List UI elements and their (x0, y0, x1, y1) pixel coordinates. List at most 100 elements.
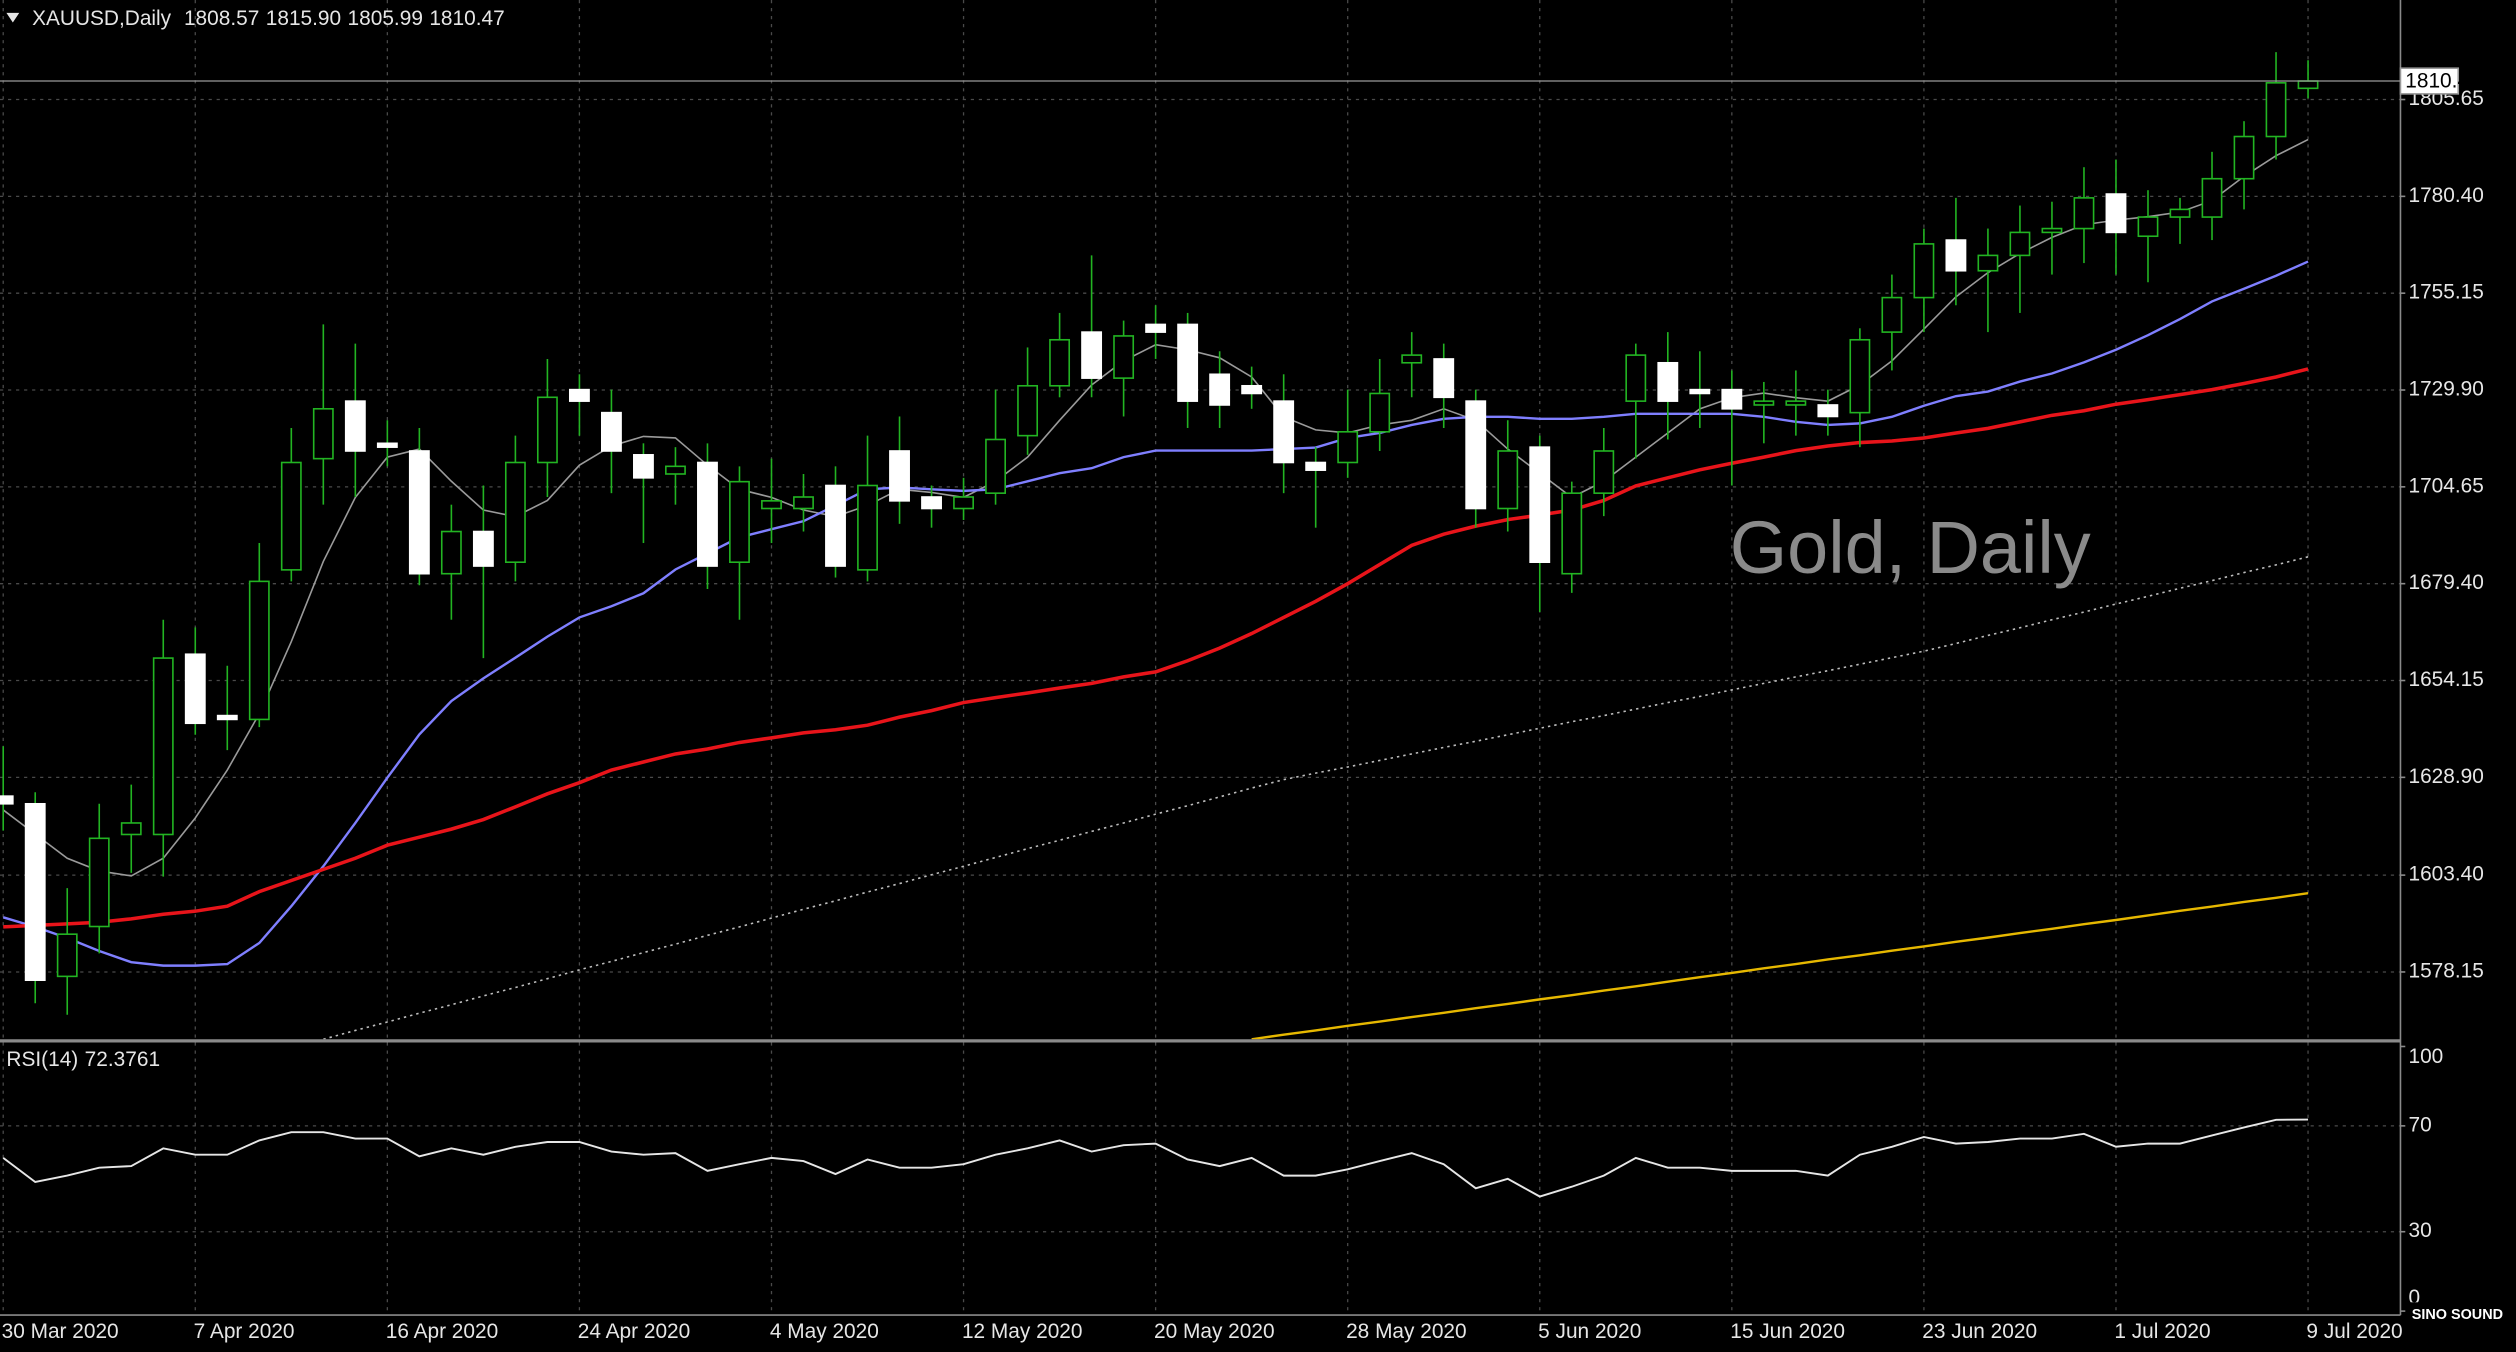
header-arrow (6, 12, 20, 23)
symbol-title: XAUUSD,Daily (32, 7, 172, 30)
candle-body (633, 454, 654, 479)
candle-body (1177, 323, 1199, 402)
candle-body (408, 450, 430, 575)
last-price-label: 1810.47 (2405, 69, 2480, 92)
moving-average (1251, 891, 2309, 1040)
candle-body (1401, 354, 1423, 364)
candle-body (2041, 227, 2063, 234)
candle-body (1049, 338, 1071, 387)
candle-body (216, 714, 238, 721)
candle-body (2137, 216, 2159, 238)
last-price-box (2399, 67, 2460, 95)
candle-body (921, 496, 942, 510)
close-value: 1810.47 (429, 7, 504, 30)
x-tick-label: 15 Jun 2020 (1730, 1320, 1845, 1343)
candle-body (1209, 373, 1231, 406)
y-tick-label: 100 (2408, 1045, 2443, 1068)
y-tick-label: 1780.40 (2408, 184, 2483, 207)
x-tick-label: 20 May 2020 (1154, 1320, 1275, 1343)
candle-body (24, 802, 46, 982)
moving-average (2, 260, 2309, 967)
grid (0, 0, 2401, 1316)
candle-body (1017, 384, 1039, 437)
candle-body (120, 822, 142, 836)
axis-labels: 1805.651780.401755.151729.901704.651679.… (2, 67, 2484, 1343)
x-tick-label: 24 Apr 2020 (578, 1320, 690, 1343)
candle-body (280, 461, 302, 571)
candle-body (504, 461, 526, 563)
logo: SINO SOUND (2412, 1307, 2503, 1323)
candle-body (1817, 404, 1839, 418)
candle-body (825, 484, 846, 567)
header: XAUUSD,Daily 1808.57 1815.90 1805.99 1810.47 (32, 7, 505, 30)
candle-body (1497, 450, 1519, 510)
rsi-value: 72.3761 (85, 1048, 160, 1071)
candle-body (1561, 492, 1583, 575)
candle-body (1529, 446, 1551, 563)
x-tick-label: 9 Jul 2020 (2306, 1320, 2402, 1343)
candle-body (1081, 331, 1103, 379)
moving-average (323, 556, 2309, 1040)
rsi-line (2, 1118, 2309, 1198)
high-value: 1815.90 (266, 7, 341, 30)
candle-body (665, 465, 686, 475)
candle-body (2265, 82, 2287, 138)
price-panel (0, 52, 2401, 1040)
candle-body (344, 400, 366, 452)
candle-body (1753, 400, 1775, 406)
candle-body (793, 496, 814, 510)
candle-body (1977, 254, 1999, 272)
y-tick-label: 1679.40 (2408, 571, 2483, 594)
y-tick-label: 1628.90 (2408, 765, 2483, 788)
y-tick-label: 1704.65 (2408, 474, 2483, 497)
candle-body (2105, 193, 2127, 234)
candle-body (600, 411, 622, 452)
y-tick-label: 0 (2408, 1286, 2420, 1309)
x-tick-label: 12 May 2020 (962, 1320, 1083, 1343)
candle-body (1273, 400, 1295, 464)
candle-body (1305, 461, 1327, 471)
candle-body (1145, 323, 1167, 333)
candle-body (2297, 80, 2319, 90)
candle-body (1689, 388, 1711, 395)
candle-body (1881, 296, 1903, 333)
candle-body (2169, 208, 2191, 218)
candle-body (761, 500, 782, 510)
candle-body (568, 388, 590, 402)
logo-bg (2406, 1302, 2513, 1351)
candle-body (1465, 400, 1487, 510)
candle-body (248, 580, 270, 721)
y-tick-label: 1578.15 (2408, 959, 2483, 982)
rsi-panel (2, 1118, 2309, 1198)
candle-body (2201, 177, 2223, 218)
rsi-title: RSI(14) (6, 1048, 78, 1071)
y-tick-label: 1755.15 (2408, 281, 2483, 304)
candle-body (857, 484, 878, 571)
candle-body (1369, 392, 1391, 433)
y-tick-label: 1654.15 (2408, 668, 2483, 691)
x-tick-label: 4 May 2020 (770, 1320, 879, 1343)
rsi-header: RSI(14) 72.3761 (6, 1048, 160, 1071)
candle-body (88, 837, 110, 928)
y-tick-label: 70 (2408, 1113, 2431, 1136)
x-tick-label: 28 May 2020 (1346, 1320, 1467, 1343)
candle-body (697, 461, 718, 567)
y-tick-label: 30 (2408, 1219, 2431, 1242)
candle-body (1433, 358, 1455, 399)
candle-body (56, 933, 78, 978)
candle-body (312, 407, 334, 460)
watermark: Gold, Daily (1730, 506, 2091, 589)
candle-body (1721, 388, 1743, 410)
candle-body (0, 795, 14, 805)
candle-body (953, 496, 974, 510)
x-tick-label: 5 Jun 2020 (1538, 1320, 1641, 1343)
candle-body (2233, 135, 2255, 180)
candle-body (1913, 243, 1935, 299)
candle-body (1113, 335, 1135, 379)
candle-body (985, 438, 1006, 494)
candle-body (1241, 384, 1263, 395)
candle-body (472, 530, 494, 567)
candle-body (729, 480, 750, 563)
